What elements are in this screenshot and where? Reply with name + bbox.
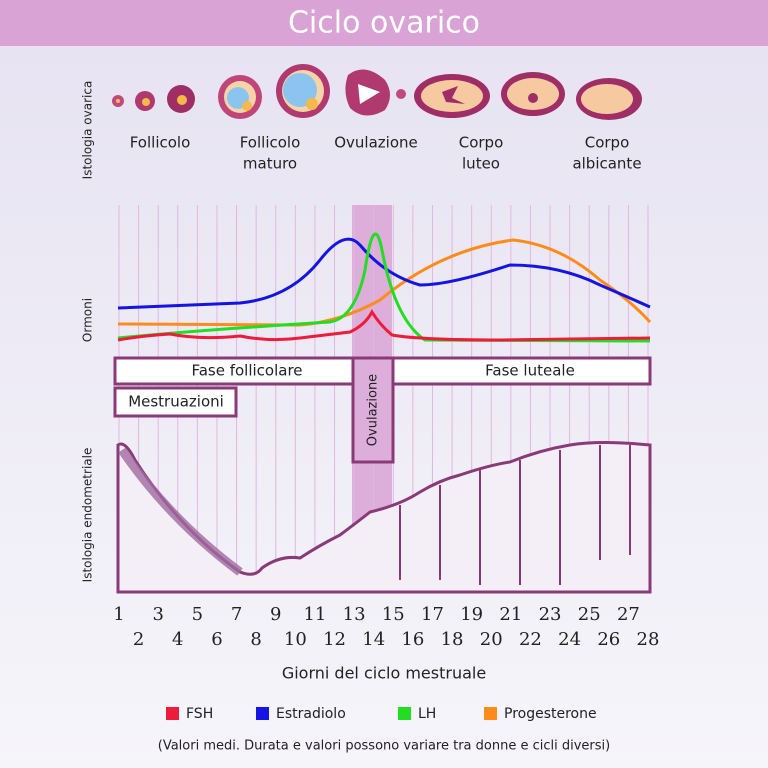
stage-label: Follicolo: [240, 134, 301, 152]
day-label: 18: [441, 629, 464, 650]
endometrium: [116, 441, 652, 594]
legend-label: LH: [418, 706, 436, 722]
day-label: 24: [558, 629, 581, 650]
legend-swatch: [256, 707, 269, 720]
stage-label: luteo: [462, 155, 500, 173]
phase-label: Fase follicolare: [191, 362, 302, 380]
stage-label: Corpo: [459, 134, 504, 152]
day-label: 7: [231, 604, 242, 625]
legend-label: Progesterone: [504, 706, 597, 722]
title: Ciclo ovarico: [288, 6, 480, 41]
hormone-curves: [117, 232, 652, 343]
day-label: 17: [421, 604, 444, 625]
ovarian-label: Istologia ovarica: [81, 81, 95, 180]
day-label: 19: [460, 604, 483, 625]
legend: FSH Estradiolo LH Progesterone: [166, 706, 597, 722]
legend-swatch: [484, 707, 497, 720]
legend-swatch: [166, 707, 179, 720]
phase-boxes: [113, 356, 652, 464]
ovarian-icons: [112, 64, 642, 120]
day-label: 11: [303, 604, 326, 625]
day-label: 12: [323, 629, 346, 650]
day-label: 10: [284, 629, 307, 650]
day-label: 4: [172, 629, 183, 650]
legend-swatch: [398, 707, 411, 720]
stage-label: Corpo: [585, 134, 630, 152]
legend-label: Estradiolo: [276, 706, 346, 722]
phase-label: Fase luteale: [485, 362, 575, 380]
day-label: 2: [133, 629, 144, 650]
x-axis-label: Giorni del ciclo mestruale: [282, 664, 486, 683]
stage-label: Ovulazione: [334, 134, 418, 152]
day-label: 5: [192, 604, 203, 625]
hormones-label: Ormoni: [81, 298, 95, 342]
day-label: 28: [637, 629, 660, 650]
endometrium-label: Istologia endometriale: [81, 448, 95, 583]
day-label: 9: [270, 604, 281, 625]
phase-label: Mestruazioni: [128, 393, 224, 411]
day-label: 20: [480, 629, 503, 650]
legend-label: FSH: [186, 706, 213, 722]
day-axis: 1234567891011121314151617181920212223242…: [113, 604, 659, 650]
stage-label: Follicolo: [130, 134, 191, 152]
day-label: 15: [382, 604, 405, 625]
day-label: 16: [401, 629, 424, 650]
stage-label: maturo: [243, 155, 297, 173]
day-label: 22: [519, 629, 542, 650]
day-label: 23: [539, 604, 562, 625]
day-label: 25: [578, 604, 601, 625]
phase-label: Ovulazione: [366, 374, 381, 446]
stage-label: albicante: [572, 155, 641, 173]
day-label: 14: [362, 629, 385, 650]
title-bar: [0, 0, 768, 46]
day-label: 6: [211, 629, 222, 650]
day-label: 3: [152, 604, 163, 625]
day-label: 26: [597, 629, 620, 650]
day-label: 8: [250, 629, 261, 650]
day-label: 27: [617, 604, 640, 625]
note: (Valori medi. Durata e valori possono va…: [158, 739, 610, 754]
day-label: 13: [343, 604, 366, 625]
day-label: 1: [113, 604, 124, 625]
day-label: 21: [499, 604, 522, 625]
